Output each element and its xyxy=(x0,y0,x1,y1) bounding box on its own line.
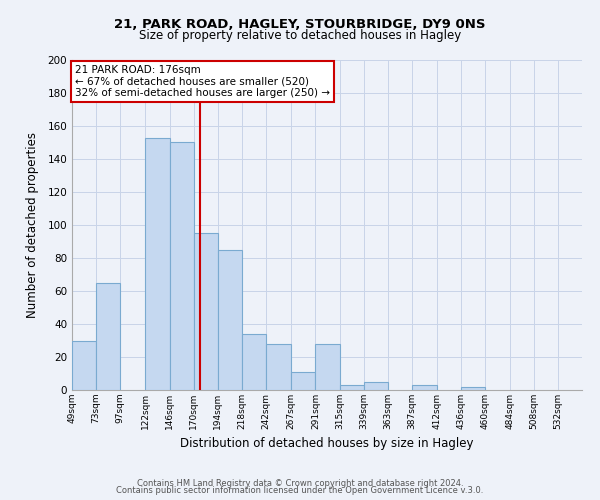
Bar xyxy=(194,233,218,390)
Text: Size of property relative to detached houses in Hagley: Size of property relative to detached ho… xyxy=(139,29,461,42)
Text: Contains public sector information licensed under the Open Government Licence v.: Contains public sector information licen… xyxy=(116,486,484,495)
Y-axis label: Number of detached properties: Number of detached properties xyxy=(26,132,39,318)
Bar xyxy=(266,344,291,390)
Text: Contains HM Land Registry data © Crown copyright and database right 2024.: Contains HM Land Registry data © Crown c… xyxy=(137,478,463,488)
Bar xyxy=(145,138,170,390)
Bar xyxy=(364,382,388,390)
Bar xyxy=(461,386,485,390)
Text: 21 PARK ROAD: 176sqm
← 67% of detached houses are smaller (520)
32% of semi-deta: 21 PARK ROAD: 176sqm ← 67% of detached h… xyxy=(75,65,330,98)
Bar xyxy=(218,250,242,390)
Bar xyxy=(170,142,194,390)
Bar xyxy=(291,372,316,390)
Bar xyxy=(96,283,120,390)
Bar xyxy=(316,344,340,390)
Bar xyxy=(242,334,266,390)
Bar xyxy=(72,340,96,390)
Bar xyxy=(340,385,364,390)
Text: 21, PARK ROAD, HAGLEY, STOURBRIDGE, DY9 0NS: 21, PARK ROAD, HAGLEY, STOURBRIDGE, DY9 … xyxy=(114,18,486,30)
Bar xyxy=(412,385,437,390)
X-axis label: Distribution of detached houses by size in Hagley: Distribution of detached houses by size … xyxy=(180,438,474,450)
